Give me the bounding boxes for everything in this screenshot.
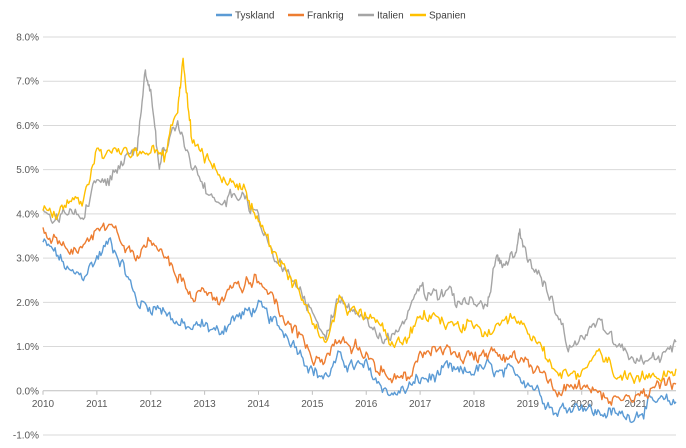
y-tick-label: 5.0% (16, 165, 39, 176)
x-axis-ticks: 2010 2011 2012 2013 2014 2015 2016 2017 2018 2019… (32, 390, 647, 410)
series-line-frankrig (42, 222, 677, 406)
series-line-spanien (42, 57, 677, 384)
legend-label: Tyskland (235, 11, 274, 22)
chart-legend: Tyskland Frankrig Italien Spanien (216, 11, 466, 22)
x-tick-label: 2019 (517, 399, 540, 410)
y-tick-label: 7.0% (16, 77, 39, 88)
plot-series (42, 57, 677, 424)
y-tick-label: 0.0% (16, 386, 39, 397)
x-tick-label: 2011 (86, 399, 108, 410)
y-tick-label: 6.0% (16, 121, 39, 132)
y-tick-label: -1.0% (13, 431, 39, 442)
y-tick-label: 8.0% (16, 33, 39, 44)
x-tick-label: 2014 (247, 399, 270, 410)
y-tick-label: 4.0% (16, 209, 39, 220)
y-tick-label: 1.0% (16, 342, 39, 353)
x-tick-label: 2018 (463, 399, 486, 410)
y-axis-ticks: -1.0% 0.0% 1.0% 2.0% 3.0% 4.0% 5.0% 6.0% 7.0% 8.0… (13, 33, 39, 442)
y-tick-label: 3.0% (16, 254, 39, 265)
legend-label: Italien (377, 11, 404, 22)
y-tick-label: 2.0% (16, 298, 39, 309)
series-line-tyskland (42, 237, 677, 424)
x-tick-label: 2010 (32, 399, 55, 410)
x-tick-label: 2021 (624, 399, 647, 410)
legend-label: Spanien (429, 11, 466, 22)
x-tick-label: 2016 (355, 399, 378, 410)
legend-label: Frankrig (307, 11, 344, 22)
gridlines (43, 36, 676, 436)
series-line-italien (42, 69, 677, 365)
x-tick-label: 2012 (140, 399, 163, 410)
x-tick-label: 2015 (301, 399, 324, 410)
x-tick-label: 2013 (193, 399, 216, 410)
x-tick-label: 2017 (409, 399, 432, 410)
